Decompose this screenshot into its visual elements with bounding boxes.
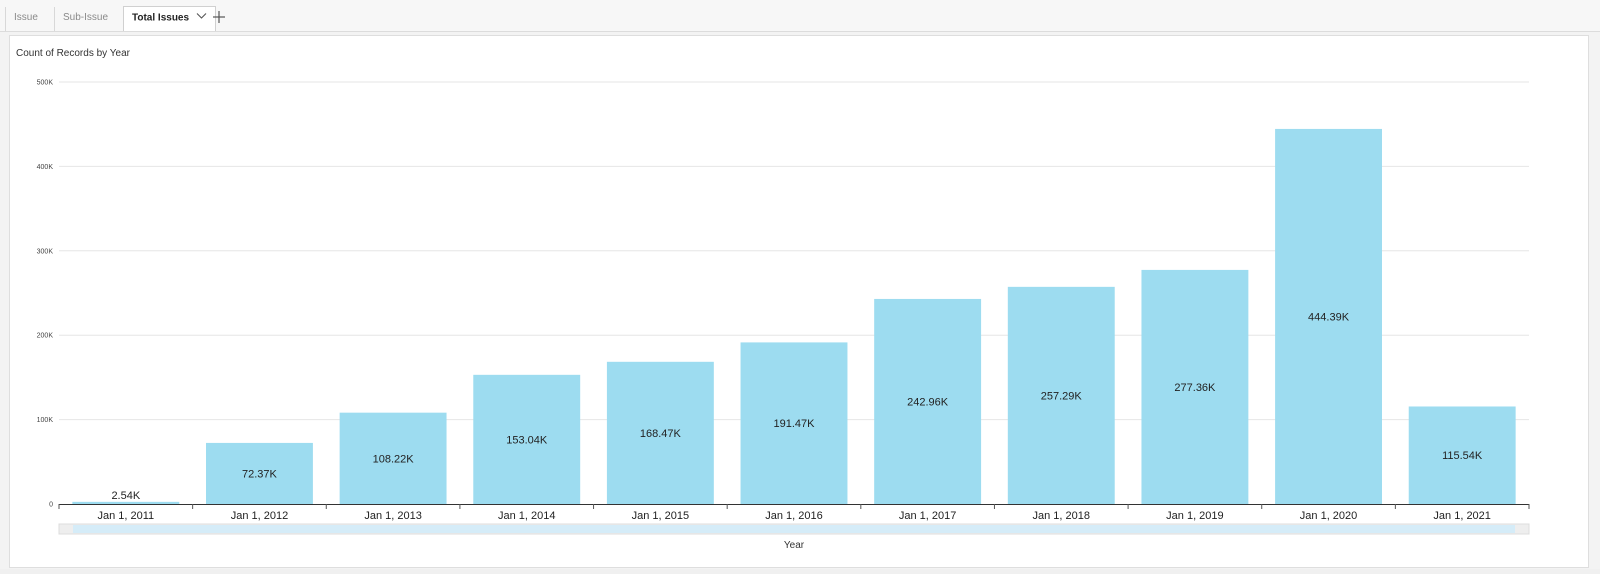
bar	[1007, 286, 1115, 504]
x-tick-label: Jan 1, 2013	[364, 510, 422, 522]
y-tick-label: 500K	[37, 80, 54, 87]
x-tick-label: Jan 1, 2017	[899, 510, 957, 522]
x-tick-label: Jan 1, 2021	[1433, 510, 1491, 522]
data-label: 168.47K	[640, 428, 682, 440]
data-label: 242.96K	[907, 396, 949, 408]
data-label: 2.54K	[111, 490, 140, 502]
tab-total-issues-label: Total Issues	[132, 12, 190, 24]
range-scrollbar-thumb[interactable]	[73, 525, 1515, 533]
chevron-down-icon[interactable]	[196, 7, 207, 29]
tab-issue-label: Issue	[14, 12, 38, 23]
x-tick-label: Jan 1, 2015	[632, 510, 690, 522]
data-label: 277.36K	[1174, 382, 1216, 394]
chart-title: Count of Records by Year	[16, 48, 130, 59]
bar	[473, 374, 581, 504]
y-tick-label: 300K	[37, 248, 54, 255]
sheet-tab-bar: Issue Sub-Issue Total Issues	[0, 0, 1600, 32]
data-label: 72.37K	[242, 468, 278, 480]
x-tick-label: Jan 1, 2018	[1033, 510, 1091, 522]
tab-total-issues[interactable]: Total Issues	[123, 6, 216, 31]
data-label: 191.47K	[774, 418, 816, 430]
data-label: 153.04K	[506, 434, 548, 446]
y-tick-label: 200K	[37, 333, 54, 340]
y-tick-label: 100K	[37, 417, 54, 424]
data-label: 257.29K	[1041, 390, 1083, 402]
y-tick-label: 0	[49, 502, 53, 509]
data-label: 108.22K	[373, 453, 415, 465]
add-tab-icon[interactable]	[211, 9, 227, 25]
bar	[1141, 269, 1249, 504]
x-axis-title: Year	[784, 540, 805, 551]
y-tick-label: 400K	[37, 164, 54, 171]
x-tick-label: Jan 1, 2016	[765, 510, 823, 522]
tab-issue[interactable]: Issue	[5, 7, 38, 31]
bar	[1408, 406, 1516, 504]
x-tick-label: Jan 1, 2020	[1300, 510, 1358, 522]
x-tick-label: Jan 1, 2011	[97, 510, 154, 522]
bar	[874, 298, 982, 504]
bottom-strip	[0, 569, 1600, 574]
tab-sub-issue-label: Sub-Issue	[63, 12, 109, 23]
x-tick-label: Jan 1, 2019	[1166, 510, 1224, 522]
bar	[72, 501, 180, 504]
tab-sub-issue[interactable]: Sub-Issue	[54, 7, 108, 31]
bar	[740, 342, 848, 504]
bar	[339, 412, 447, 504]
data-label: 444.39K	[1308, 311, 1350, 323]
bar	[1275, 128, 1382, 504]
data-label: 115.54K	[1442, 450, 1483, 462]
x-tick-label: Jan 1, 2014	[498, 510, 556, 522]
bar	[606, 361, 714, 504]
bar	[206, 442, 313, 504]
x-tick-label: Jan 1, 2012	[231, 510, 289, 522]
